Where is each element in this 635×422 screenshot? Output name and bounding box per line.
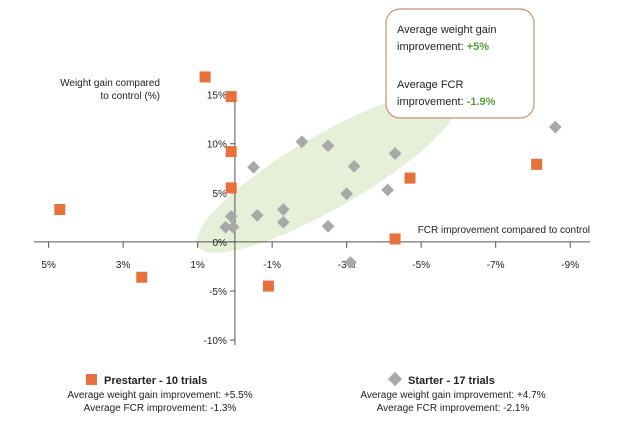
prestarter-point-0 xyxy=(54,204,66,216)
x-tick-label-1: 3% xyxy=(116,260,131,271)
legend-starter-label: Starter - 17 trials xyxy=(408,375,495,387)
prestarter-point-5 xyxy=(225,182,237,194)
x-tick-label-7: -9% xyxy=(561,260,579,271)
x-tick-label-4: -3% xyxy=(338,260,356,271)
callout-box: Average weight gain improvement: +5% Ave… xyxy=(385,8,535,119)
starter-point-12 xyxy=(344,256,357,269)
y-tick-label-2: 5% xyxy=(212,189,227,200)
prestarter-point-7 xyxy=(389,233,401,245)
legend-starter: Starter - 17 trials Average weight gain … xyxy=(360,371,546,414)
starter-point-14 xyxy=(388,147,402,160)
axes-layer: 5% 3% 1% -1% -3% -5% -7% -9% 15% 10% 5% 0% -5% -10% xyxy=(34,91,590,347)
callout-weight-line-2: improvement: +5% xyxy=(397,41,489,53)
prestarter-point-9 xyxy=(531,158,543,170)
y-tick-label-1: 10% xyxy=(207,140,227,151)
legend-starter-summary-2: Average FCR improvement: -2.1% xyxy=(377,403,530,414)
y-axis-label-line-1: Weight gain compared xyxy=(60,78,160,89)
legend-prestarter: Prestarter - 10 trials Average weight ga… xyxy=(67,374,253,414)
starter-point-7 xyxy=(295,135,309,149)
starter-point-11 xyxy=(347,159,361,173)
legend-prestarter-label: Prestarter - 10 trials xyxy=(104,375,207,387)
prestarter-point-1 xyxy=(136,271,148,283)
x-axis-label: FCR improvement compared to control xyxy=(418,225,590,236)
points-layer xyxy=(54,71,562,292)
legend-prestarter-summary-1: Average weight gain improvement: +5.5% xyxy=(67,390,252,401)
starter-point-13 xyxy=(381,183,395,197)
y-tick-label-0: 15% xyxy=(207,91,227,102)
callout-fcr-line-1: Average FCR xyxy=(397,79,463,91)
starter-point-0 xyxy=(219,220,232,234)
legend-prestarter-summary-2: Average FCR improvement: -1.3% xyxy=(84,403,237,414)
starter-point-3 xyxy=(247,160,260,174)
legend-prestarter-square-marker xyxy=(86,374,97,385)
callout-fcr-line-2: improvement: -1.9% xyxy=(397,96,496,108)
prestarter-point-3 xyxy=(225,91,237,103)
legend-starter-diamond-marker xyxy=(387,371,403,387)
y-axis-label: Weight gain compared to control (%) xyxy=(60,78,160,102)
starter-point-2 xyxy=(226,220,240,234)
prestarter-point-8 xyxy=(404,172,416,184)
starter-point-1 xyxy=(224,210,238,223)
highlight-ellipse xyxy=(196,89,460,253)
prestarter-point-6 xyxy=(262,280,274,292)
starter-point-15 xyxy=(548,120,562,134)
callout-fcr-label: improvement: xyxy=(397,96,467,108)
x-tick-label-6: -7% xyxy=(487,260,505,271)
callout-fcr-value: -1.9% xyxy=(467,96,496,108)
callout-weight-label: improvement: xyxy=(397,41,467,53)
starter-point-5 xyxy=(276,203,290,216)
y-tick-label-5: -10% xyxy=(204,336,227,347)
y-axis-label-line-2: to control (%) xyxy=(101,91,160,102)
y-tick-label-4: -5% xyxy=(209,287,227,298)
legend-starter-summary-1: Average weight gain improvement: +4.7% xyxy=(360,390,545,401)
starter-point-10 xyxy=(340,187,354,201)
starter-point-8 xyxy=(321,139,335,153)
starter-point-9 xyxy=(321,219,335,233)
y-tick-label-3: 0% xyxy=(212,238,227,249)
ellipse-layer xyxy=(196,89,460,253)
prestarter-point-4 xyxy=(225,146,237,158)
starter-point-6 xyxy=(276,215,290,229)
x-tick-label-0: 5% xyxy=(41,260,56,271)
callout-weight-line-1: Average weight gain xyxy=(397,24,496,36)
callout-weight-value: +5% xyxy=(467,41,490,53)
x-tick-label-3: -1% xyxy=(263,260,281,271)
x-tick-label-2: 1% xyxy=(190,260,205,271)
prestarter-point-2 xyxy=(199,71,211,83)
callout-frame xyxy=(385,8,535,119)
x-tick-label-5: -5% xyxy=(412,260,430,271)
